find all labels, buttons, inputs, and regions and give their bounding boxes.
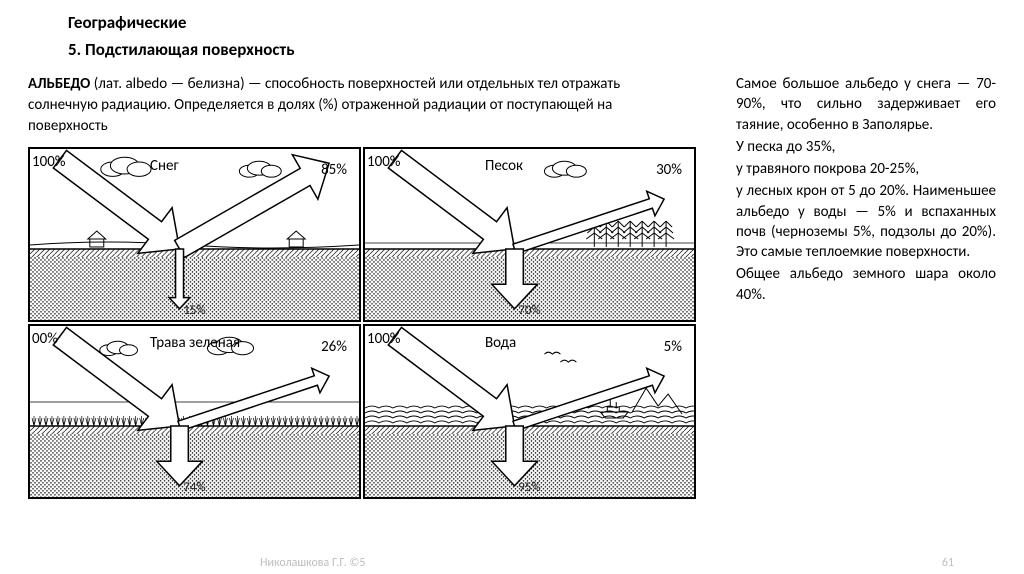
absorbed-label: 74% — [183, 480, 205, 495]
heading-surface: 5. Подстилающая поверхность — [68, 39, 996, 60]
side-p3: у лесных крон от 5 до 20%. Наименьшее ал… — [736, 181, 996, 262]
reflected-label: 30% — [656, 161, 682, 179]
footer-page: 61 — [942, 556, 954, 570]
albedo-diagram-grid: 100% Снег 85% 15% — [28, 147, 696, 499]
albedo-panel-water: 100% Вода 5% 95% — [363, 324, 696, 499]
incoming-label: 00% — [32, 330, 58, 348]
reflected-label: 26% — [321, 338, 347, 356]
albedo-definition: АЛЬБЕДО (лат. albedo — белизна) — способ… — [28, 74, 688, 137]
panel-title: Вода — [485, 334, 516, 352]
absorbed-label: 15% — [183, 303, 205, 318]
albedo-panel-sand: 100% Песок 30% 70% — [363, 147, 696, 322]
panel-title: Песок — [485, 157, 523, 175]
term-albedo: АЛЬБЕДО — [28, 75, 90, 93]
panel-title: Трава зеленая — [150, 334, 240, 352]
heading-geographic: Географические — [68, 12, 996, 33]
incoming-label: 100% — [32, 153, 66, 171]
reflected-label: 5% — [664, 338, 682, 356]
panel-svg — [30, 149, 359, 320]
reflected-label: 85% — [321, 161, 347, 179]
incoming-label: 100% — [367, 330, 401, 348]
absorbed-label: 95% — [518, 480, 540, 495]
footer-credit: Николашкова Г.Г. ©5 — [260, 556, 365, 570]
albedo-panel-snow: 100% Снег 85% 15% — [28, 147, 361, 322]
albedo-panel-grass: 00% Трава зеленая 26% 74% — [28, 324, 361, 499]
side-text: Самое большое альбедо у снега — 70-90%, … — [736, 74, 996, 307]
side-p2: у травяного покрова 20-25%, — [736, 159, 996, 179]
absorbed-label: 70% — [518, 303, 540, 318]
panel-svg — [365, 326, 694, 497]
side-p1: У песка до 35%, — [736, 137, 996, 157]
panel-title: Снег — [150, 157, 179, 175]
incoming-label: 100% — [367, 153, 401, 171]
side-p0: Самое большое альбедо у снега — 70-90%, … — [736, 74, 996, 135]
panel-svg — [365, 149, 694, 320]
definition-text: (лат. albedo — белизна) — способность по… — [28, 75, 620, 135]
side-p4: Общее альбедо земного шара около 40%. — [736, 264, 996, 305]
